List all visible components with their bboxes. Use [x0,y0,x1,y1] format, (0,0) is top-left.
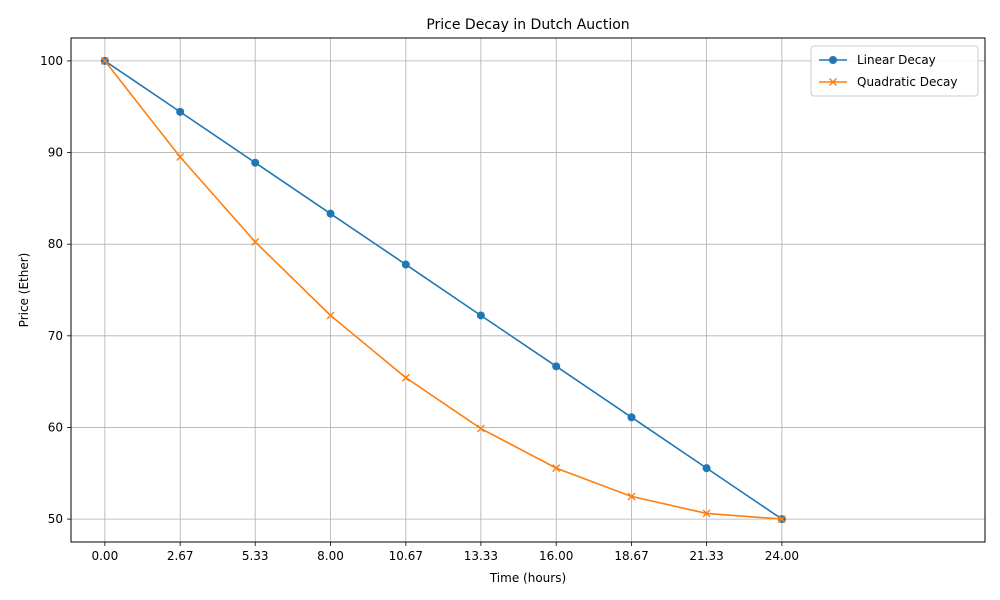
data-point [476,311,485,320]
data-point [251,237,260,246]
x-tick-label: 10.67 [389,549,423,563]
data-point [702,509,711,518]
y-tick-label: 70 [48,329,63,343]
legend-marker [829,56,837,64]
x-axis-label: Time (hours) [489,571,566,585]
data-point [627,492,636,501]
y-tick-label: 90 [48,146,63,160]
x-tick-label: 21.33 [689,549,723,563]
series-line-2 [104,60,782,520]
x-tick-label: 18.67 [614,549,648,563]
plot-frame [70,37,986,543]
y-tick-label: 60 [48,420,63,434]
data-point [251,158,260,167]
data-point [326,311,335,320]
data-point [702,464,711,473]
y-tick-label: 80 [48,237,63,251]
legend-label: Quadratic Decay [857,75,957,89]
y-tick-label: 50 [48,512,63,526]
legend-item: Quadratic Decay [819,75,957,89]
data-point [627,413,636,422]
series-layer [100,56,786,524]
data-point [326,209,335,218]
x-tick-label: 5.33 [242,549,269,563]
x-tick-label: 2.67 [167,549,194,563]
y-tick-label: 100 [40,54,63,68]
data-point [476,424,485,433]
legend-item: Linear Decay [819,53,936,67]
data-point [401,260,410,269]
legend-box [810,45,979,97]
x-tick-label: 16.00 [539,549,573,563]
data-point [100,56,109,65]
data-point [552,362,561,371]
data-point [401,373,410,382]
legend: Linear Decay Quadratic Decay [810,45,979,97]
y-axis-label: Price (Ether) [17,253,31,328]
x-tick-label: 24.00 [765,549,799,563]
data-point [777,515,786,524]
x-tick-label: 13.33 [464,549,498,563]
ticks: 0.00 2.67 5.33 8.00 10.67 13.33 16.00 18.67 21.3… [40,54,799,563]
series-line-1 [104,60,783,520]
legend-marker [829,78,837,86]
data-point [176,107,185,116]
data-point [176,153,185,162]
x-tick-label: 8.00 [317,549,344,563]
x-tick-label: 0.00 [91,549,118,563]
data-point [552,464,561,473]
chart-title: Price Decay in Dutch Auction [426,17,629,33]
legend-label: Linear Decay [857,53,936,67]
grid [71,38,985,542]
